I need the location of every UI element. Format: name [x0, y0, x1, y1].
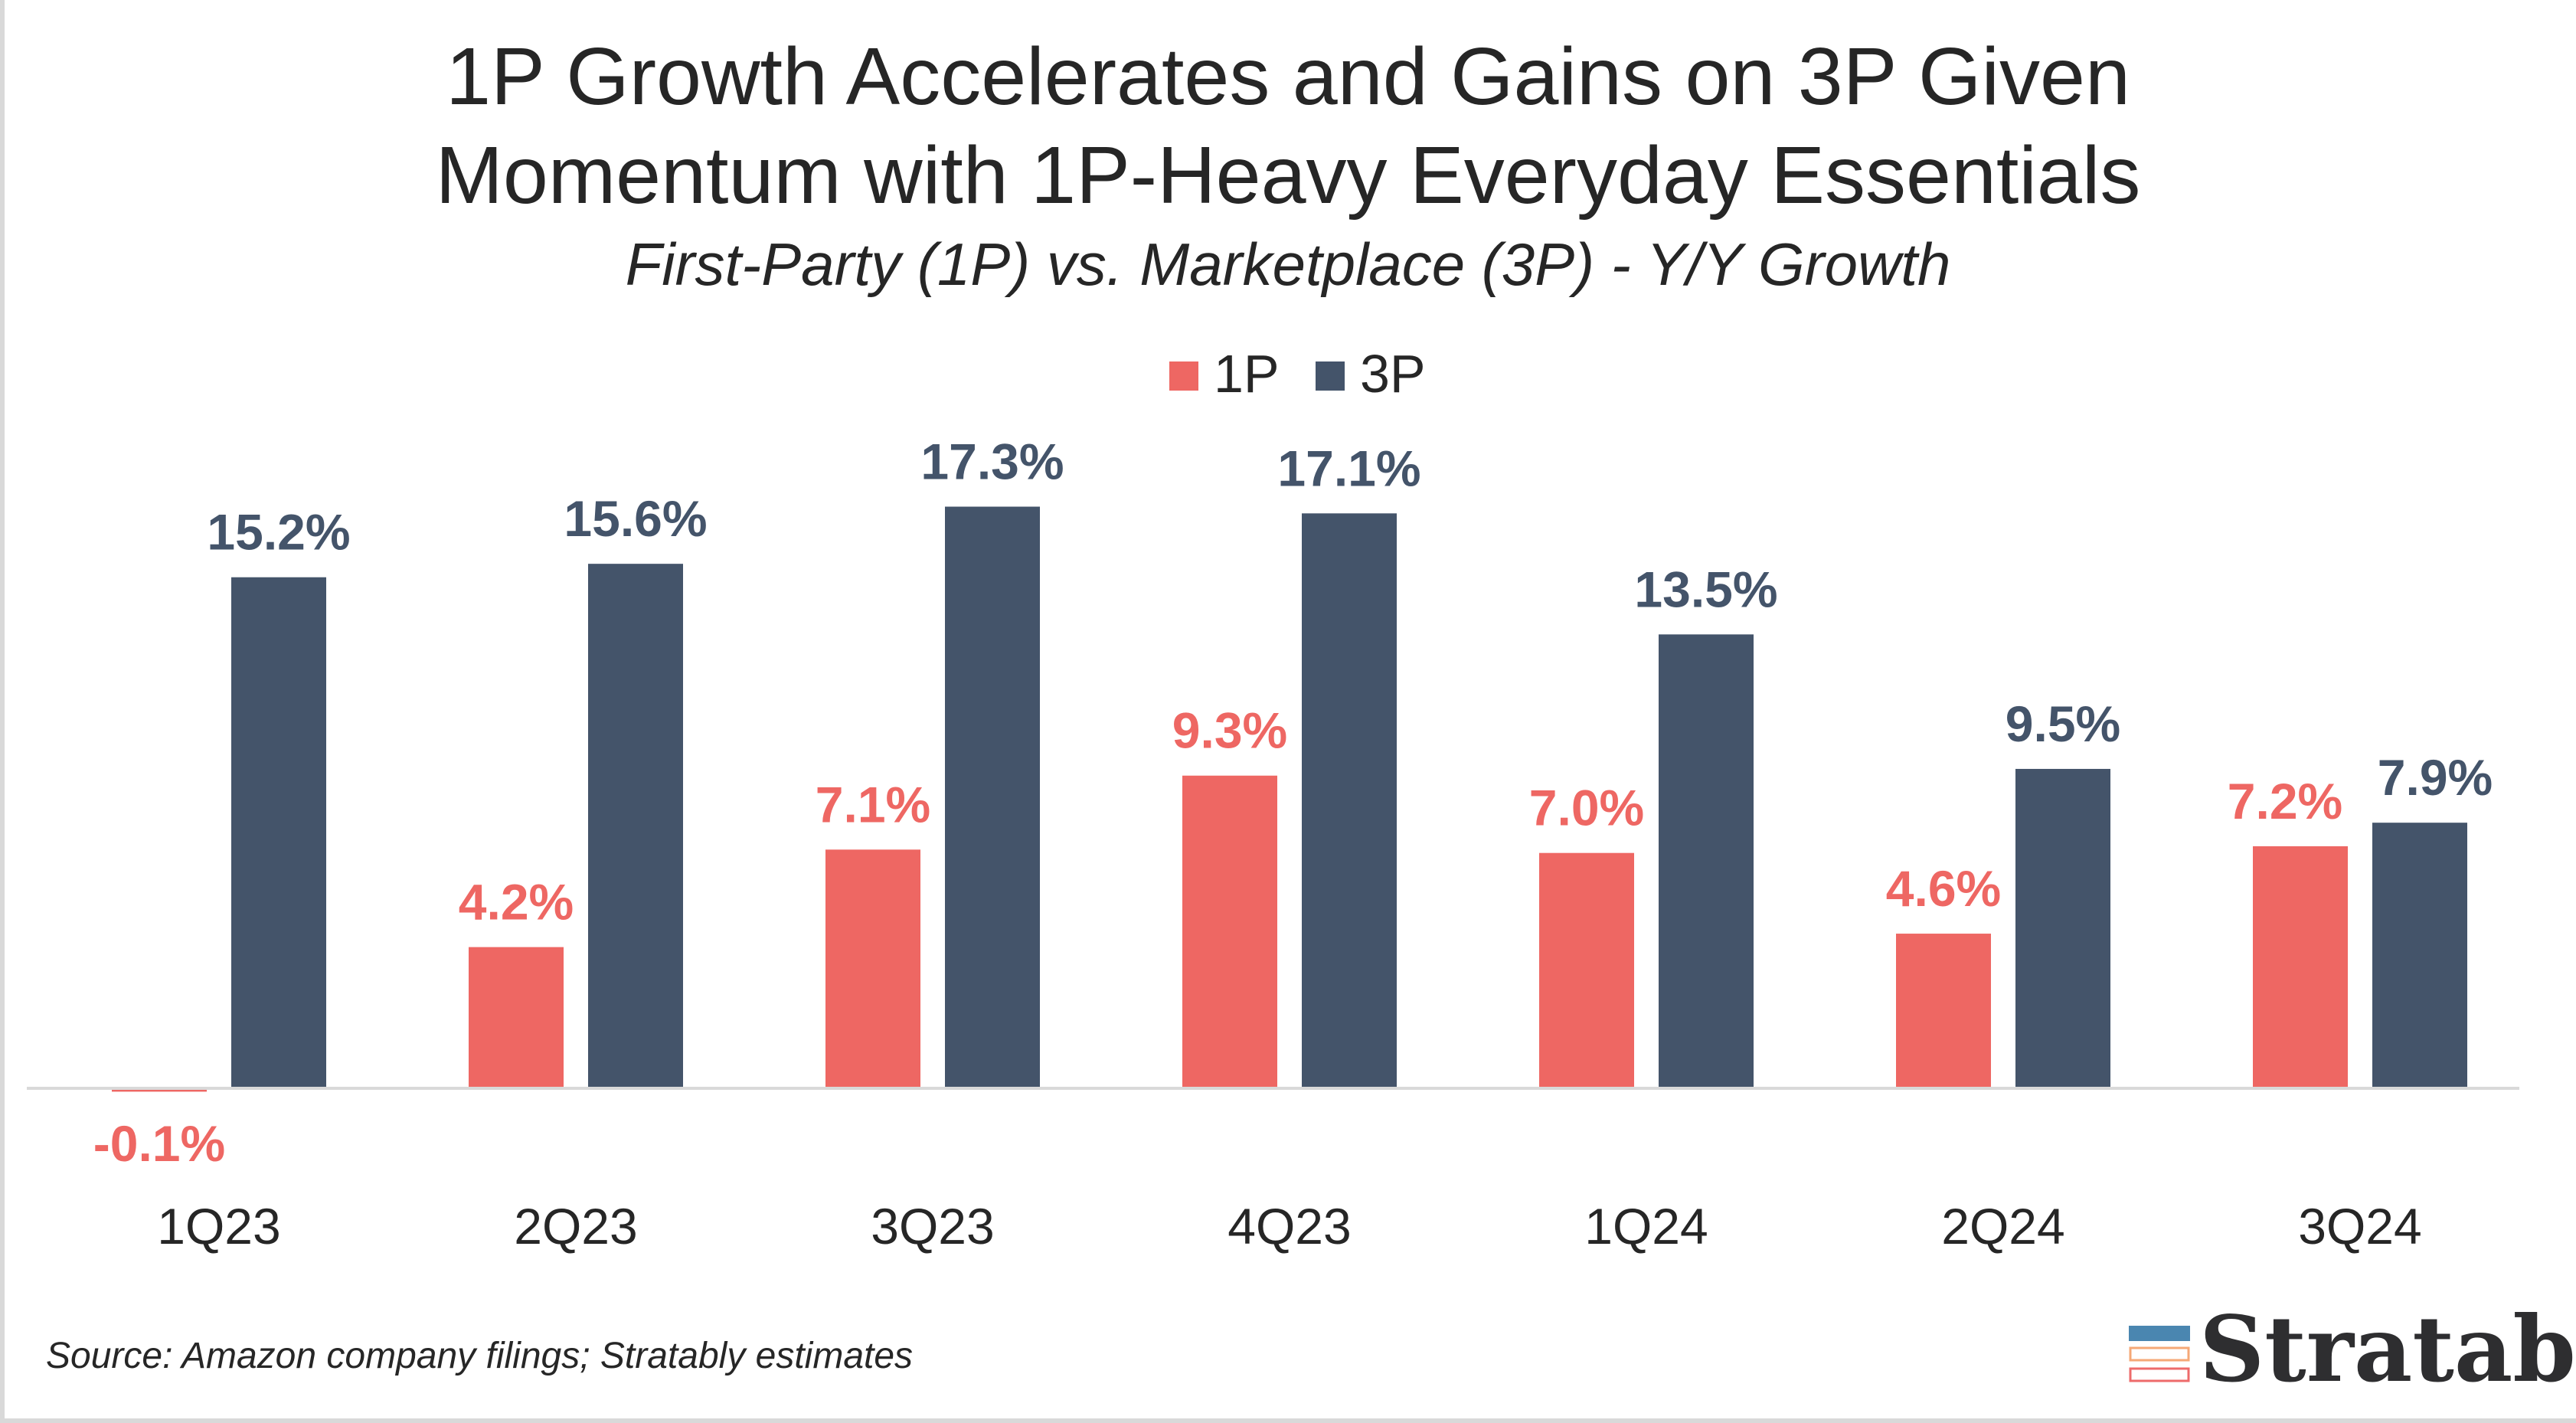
category-label-2q24: 2Q24 — [1941, 1198, 2064, 1255]
data-label-1p-3q23: 7.1% — [816, 776, 930, 833]
bar-3p-3q23 — [945, 506, 1040, 1088]
bar-3p-1q24 — [1659, 634, 1754, 1088]
bar-1p-1q23 — [112, 1088, 207, 1092]
source-note: Source: Amazon company filings; Stratabl… — [46, 1336, 913, 1376]
bar-1p-3q23 — [825, 849, 920, 1088]
bar-1p-3q24 — [2253, 846, 2348, 1088]
data-label-3p-3q24: 7.9% — [2378, 749, 2493, 806]
category-label-1q24: 1Q24 — [1584, 1198, 1708, 1255]
chart-title-line-1: 1P Growth Accelerates and Gains on 3P Gi… — [446, 31, 2130, 122]
bar-3p-2q23 — [588, 564, 683, 1088]
logo-bar-red — [2129, 1367, 2190, 1382]
logo-text: Stratably — [2199, 1296, 2576, 1402]
data-label-1p-2q24: 4.6% — [1886, 860, 2001, 917]
category-label-3q24: 3Q24 — [2298, 1198, 2421, 1255]
bar-1p-4q23 — [1182, 775, 1277, 1088]
legend-label-1p: 1P — [1214, 344, 1280, 404]
data-label-1p-1q23: -0.1% — [93, 1115, 225, 1172]
bar-3p-1q23 — [231, 577, 326, 1088]
bar-1p-2q24 — [1896, 934, 1991, 1088]
legend-label-3p: 3P — [1360, 344, 1426, 404]
bar-3p-3q24 — [2372, 823, 2467, 1088]
category-labels: 1Q23 2Q23 3Q23 4Q23 1Q24 2Q24 3Q24 — [157, 1198, 2421, 1255]
logo-bar-orange — [2129, 1346, 2190, 1362]
bar-3p-2q24 — [2015, 768, 2110, 1088]
data-label-1p-1q24: 7.0% — [1529, 780, 1644, 836]
legend: 1P 3P — [1169, 344, 1426, 404]
data-label-1p-3q24: 7.2% — [2228, 773, 2342, 829]
bar-1p-1q24 — [1539, 852, 1634, 1088]
bars — [112, 506, 2467, 1092]
category-label-4q23: 4Q23 — [1228, 1198, 1351, 1255]
bar-1p-2q23 — [469, 947, 564, 1088]
category-label-2q23: 2Q23 — [514, 1198, 637, 1255]
data-label-1p-4q23: 9.3% — [1172, 702, 1287, 759]
data-label-3p-1q23: 15.2% — [207, 504, 350, 561]
legend-swatch-3p — [1316, 361, 1345, 391]
data-label-3p-2q24: 9.5% — [2006, 695, 2120, 752]
data-label-1p-2q23: 4.2% — [459, 874, 574, 931]
category-label-3q23: 3Q23 — [871, 1198, 994, 1255]
stratably-logo: Stratably — [2129, 1296, 2576, 1402]
data-label-3p-1q24: 13.5% — [1634, 561, 1777, 617]
data-labels: -0.1% 15.2% 4.2% 15.6% 7.1% 17.3% 9.3% 17.1% 7.0… — [93, 433, 2493, 1172]
data-label-3p-2q23: 15.6% — [564, 490, 707, 547]
chart-title-line-2: Momentum with 1P-Heavy Everyday Essentia… — [436, 130, 2141, 221]
category-label-1q23: 1Q23 — [157, 1198, 280, 1255]
logo-bar-blue — [2129, 1326, 2190, 1341]
chart-subtitle: First-Party (1P) vs. Marketplace (3P) - … — [626, 231, 1951, 298]
data-label-3p-3q23: 17.3% — [920, 433, 1064, 490]
data-label-3p-4q23: 17.1% — [1277, 440, 1420, 496]
bar-3p-4q23 — [1302, 513, 1397, 1088]
legend-swatch-1p — [1169, 361, 1198, 391]
